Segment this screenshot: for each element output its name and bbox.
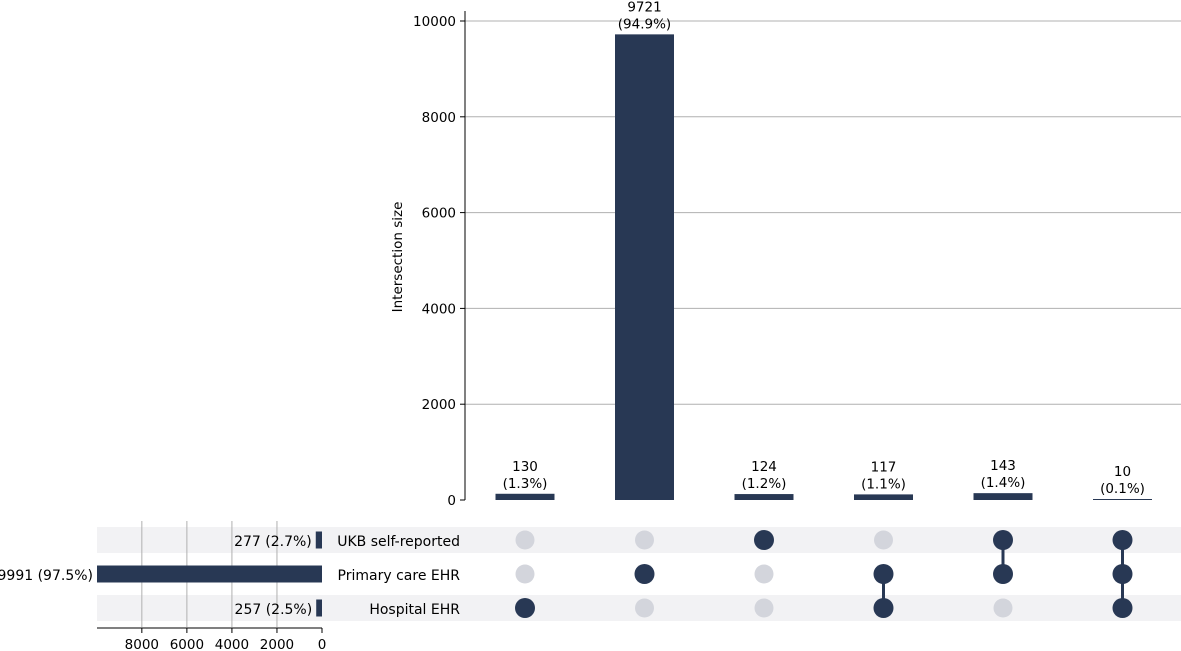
bar-count-label: 117 [871, 459, 897, 475]
bar-count-label: 10 [1114, 464, 1131, 480]
y-axis-label: Intersection size [390, 202, 406, 313]
matrix-dot-inactive [993, 598, 1013, 618]
matrix-dot-inactive [635, 598, 654, 618]
matrix-dot-inactive [754, 598, 774, 618]
set-size-tick-label: 2000 [260, 637, 294, 651]
set-size-bar [316, 599, 322, 617]
matrix-dot-active [873, 564, 894, 584]
bar-percent-label: (1.2%) [742, 476, 787, 492]
set-size-tick-label: 0 [318, 637, 327, 651]
set-name-label: UKB self-reported [337, 534, 460, 550]
matrix-dot-inactive [515, 564, 535, 584]
y-tick-label: 2000 [422, 397, 456, 413]
y-tick-label: 6000 [422, 206, 456, 222]
set-name-label: Primary care EHR [338, 568, 461, 584]
matrix-dot-active [993, 564, 1013, 584]
bar-percent-label: (94.9%) [618, 16, 671, 32]
set-size-bars: 277 (2.7%) 9991 (97.5%) 257 (2.5%) [0, 531, 322, 618]
set-size-label: 257 (2.5%) [235, 602, 313, 618]
intersection-y-axis: Intersection size 0 2000 4000 6000 8000 10000 [390, 11, 466, 509]
bar-count-label: 130 [512, 459, 538, 475]
matrix-dots [515, 530, 1133, 618]
y-tick-label: 8000 [422, 110, 456, 126]
bar-count-label: 9721 [627, 0, 661, 15]
intersection-bar [973, 493, 1033, 500]
set-size-bar [315, 531, 322, 549]
set-size-tick-label: 4000 [215, 637, 249, 651]
matrix-dot-active [754, 530, 774, 550]
bar-percent-label: (1.3%) [503, 476, 548, 492]
intersection-bars [495, 34, 1152, 500]
intersection-bar [1093, 499, 1152, 500]
intersection-bar [615, 34, 674, 500]
set-size-tick-label: 6000 [170, 637, 204, 651]
matrix-dot-active [873, 598, 894, 618]
set-name-label: Hospital EHR [369, 602, 460, 618]
matrix-dot-inactive [874, 530, 893, 550]
y-tick-label: 0 [447, 493, 456, 509]
set-size-x-axis: 8000 6000 4000 2000 0 [97, 627, 327, 651]
matrix-dot-inactive [754, 564, 774, 584]
matrix-dot-active [993, 530, 1013, 550]
matrix-dot-active [1112, 530, 1133, 550]
matrix-dot-active [515, 598, 535, 618]
matrix-dot-active [1112, 598, 1133, 618]
bar-count-label: 143 [990, 458, 1016, 474]
y-tick-label: 4000 [422, 301, 456, 317]
matrix-dot-active [634, 564, 655, 584]
set-size-label: 9991 (97.5%) [0, 568, 93, 584]
set-size-label: 277 (2.7%) [234, 534, 312, 550]
intersection-bar [495, 493, 555, 500]
bar-percent-label: (1.4%) [981, 475, 1026, 491]
intersection-bar [854, 494, 913, 500]
matrix-dot-active [1112, 564, 1133, 584]
set-labels: UKB self-reported Primary care EHR Hospita… [337, 534, 460, 618]
intersection-gridlines [465, 20, 1181, 405]
set-size-bar [97, 565, 322, 583]
bar-count-label: 124 [751, 459, 777, 475]
y-tick-label: 10000 [413, 14, 456, 30]
matrix-dot-inactive [515, 530, 535, 550]
bar-percent-label: (0.1%) [1100, 481, 1145, 497]
bar-percent-label: (1.1%) [861, 476, 906, 492]
set-size-tick-label: 8000 [125, 637, 159, 651]
intersection-bar [734, 494, 794, 500]
intersection-bar-labels: 130(1.3%) 9721(94.9%) 124(1.2%) 117(1.1%) 14… [503, 0, 1145, 497]
matrix-dot-inactive [635, 530, 654, 550]
